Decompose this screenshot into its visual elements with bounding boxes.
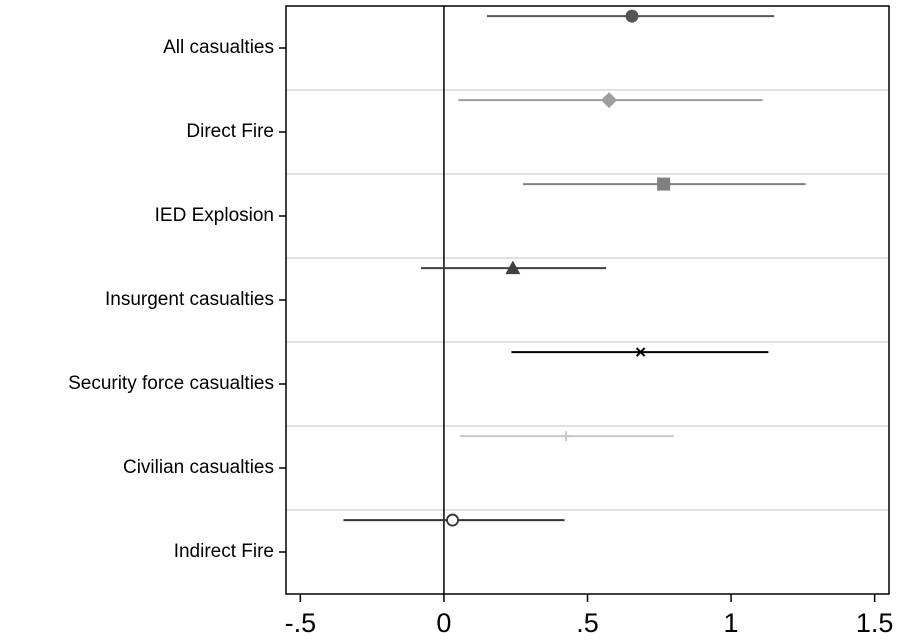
point-estimate-x	[635, 347, 646, 357]
x-axis: -.5 0 .5 1 1.5	[285, 594, 894, 638]
y-category-label: IED Explosion	[155, 205, 274, 226]
point-estimates	[446, 9, 671, 527]
band-separators	[286, 89, 889, 511]
y-category-label: All casualties	[163, 37, 274, 58]
y-category-label: Security force casualties	[68, 373, 274, 394]
x-tick-label: 1.5	[856, 608, 894, 638]
x-tick-label: .5	[576, 608, 599, 638]
point-estimate-circle	[625, 9, 639, 23]
y-category-label: Direct Fire	[186, 121, 274, 142]
point-estimate-plus	[560, 431, 571, 442]
y-category-label: Insurgent casualties	[105, 289, 274, 310]
plot-frame	[285, 5, 890, 595]
point-estimate-square	[657, 177, 671, 191]
point-estimate-hollow-circle	[446, 513, 459, 527]
x-tick-label: 0	[436, 608, 451, 638]
x-tick-label: -.5	[285, 608, 317, 638]
y-axis: All casualties Direct Fire IED Explosion In…	[68, 37, 286, 562]
point-estimate-diamond	[601, 92, 618, 109]
y-category-label: Civilian casualties	[123, 457, 274, 478]
confidence-intervals	[343, 15, 806, 522]
x-tick-label: 1	[724, 608, 739, 638]
y-category-label: Indirect Fire	[174, 541, 274, 562]
point-estimate-triangle	[505, 260, 521, 275]
